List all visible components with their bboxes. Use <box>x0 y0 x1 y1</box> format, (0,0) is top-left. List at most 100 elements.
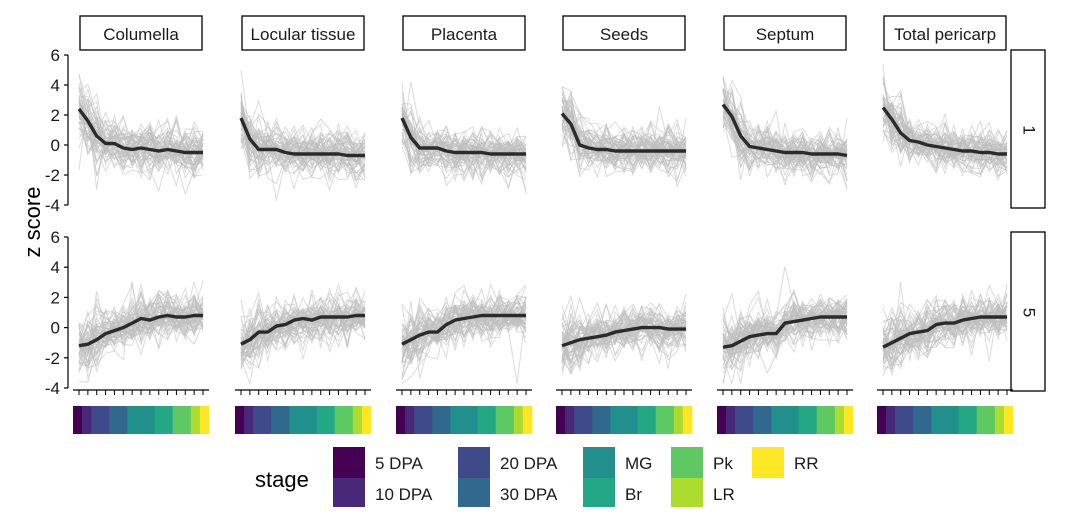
gene-trace <box>240 285 366 338</box>
facet-row-strip-1 <box>1010 49 1046 209</box>
stage-cell-4-4 <box>753 406 763 434</box>
facet-label-4: Septum <box>756 25 815 44</box>
gene-trace <box>401 121 527 173</box>
gene-trace <box>401 128 527 175</box>
panel-1-1 <box>239 69 366 201</box>
mean-line <box>401 313 526 346</box>
panel-1-3 <box>560 85 687 188</box>
stage-cell-1-11 <box>334 406 345 434</box>
stage-cell-1-1 <box>244 406 254 434</box>
gene-trace <box>240 104 366 161</box>
gene-trace <box>78 280 204 337</box>
stage-cell-4-8 <box>789 406 799 434</box>
stage-cell-1-5 <box>280 406 290 434</box>
mean-line <box>560 112 686 153</box>
panel-1-4 <box>721 75 848 190</box>
gene-trace <box>78 306 204 346</box>
gene-trace <box>240 310 366 353</box>
panel-5-1 <box>240 282 366 386</box>
gene-trace <box>722 309 848 359</box>
legend-label-3: 30 DPA <box>500 485 558 504</box>
gene-trace <box>401 294 527 346</box>
stage-cell-0-10 <box>163 406 174 434</box>
stage-cell-4-9 <box>798 406 809 434</box>
stage-cell-2-7 <box>459 406 469 434</box>
stage-cell-2-9 <box>477 406 488 434</box>
mean-line <box>400 117 526 156</box>
stage-cell-0-0 <box>73 406 83 434</box>
panel-5-3 <box>561 294 687 376</box>
panel-1-0 <box>77 74 204 196</box>
gene-trace <box>561 106 687 174</box>
gene-trace <box>401 296 527 365</box>
stage-cell-5-13 <box>994 406 1005 434</box>
facet-row-label-5: 5 <box>1020 308 1039 317</box>
panel-1-5 <box>881 63 1008 182</box>
stage-cell-0-5 <box>118 406 128 434</box>
stage-cell-0-4 <box>109 406 119 434</box>
legend-swatch-7 <box>671 478 703 509</box>
y-tick-label-row-5: 4 <box>51 258 60 277</box>
stage-cell-4-1 <box>726 406 736 434</box>
stage-cell-5-14 <box>1003 406 1014 434</box>
legend-label-1: 10 DPA <box>375 485 433 504</box>
stage-cell-0-2 <box>91 406 101 434</box>
legend-label-4: MG <box>625 454 652 473</box>
gene-trace <box>78 290 204 365</box>
gene-trace <box>722 117 848 182</box>
mean-line <box>78 313 203 348</box>
legend-swatch-5 <box>583 478 615 509</box>
y-tick-label-row-1: 6 <box>51 46 60 65</box>
stage-cell-5-1 <box>886 406 896 434</box>
gene-trace <box>882 129 1008 178</box>
stage-cell-3-6 <box>610 406 620 434</box>
panel-5-5 <box>882 282 1008 377</box>
legend-label-5: Br <box>625 485 642 504</box>
facet-label-0: Columella <box>103 25 179 44</box>
gene-trace <box>78 105 204 180</box>
stage-cell-2-4 <box>432 406 442 434</box>
gene-trace <box>561 128 687 167</box>
facet-row-label-1: 1 <box>1020 125 1039 134</box>
stage-cell-1-12 <box>343 406 354 434</box>
stage-cell-2-13 <box>513 406 524 434</box>
legend-label-0: 5 DPA <box>375 454 424 473</box>
gene-trace <box>78 119 204 171</box>
stage-cell-5-3 <box>904 406 914 434</box>
legend-swatch-8 <box>752 447 784 478</box>
gene-trace <box>882 299 1008 340</box>
legend-swatch-6 <box>671 447 703 478</box>
stage-cell-2-0 <box>396 406 406 434</box>
gene-trace <box>561 304 687 365</box>
stage-cell-1-2 <box>253 406 263 434</box>
y-tick-label-row-1: 0 <box>51 136 60 155</box>
gene-trace <box>240 291 366 349</box>
stage-cell-3-14 <box>682 406 693 434</box>
stage-cell-2-2 <box>414 406 424 434</box>
stage-cell-0-8 <box>145 406 155 434</box>
gene-trace <box>78 308 204 380</box>
stage-cell-5-6 <box>931 406 941 434</box>
legend-swatch-1 <box>333 478 365 509</box>
stage-cell-3-3 <box>583 406 593 434</box>
stage-cell-4-6 <box>771 406 781 434</box>
stage-cell-5-8 <box>949 406 959 434</box>
gene-trace <box>561 90 687 170</box>
mean-line <box>77 107 203 155</box>
stage-cell-3-7 <box>619 406 629 434</box>
stage-cell-4-5 <box>762 406 772 434</box>
stage-cell-3-2 <box>574 406 584 434</box>
gene-trace <box>401 117 527 169</box>
stage-cell-2-6 <box>450 406 460 434</box>
stage-cell-3-11 <box>655 406 666 434</box>
gene-trace <box>561 125 687 175</box>
facet-strip-2 <box>402 15 526 51</box>
stage-cell-3-4 <box>592 406 602 434</box>
y-tick-label-row-5: -2 <box>45 349 60 368</box>
gene-trace <box>401 285 527 362</box>
stage-cell-3-0 <box>556 406 566 434</box>
mean-line <box>881 106 1007 156</box>
gene-trace <box>561 318 687 346</box>
panel-5-2 <box>401 283 527 384</box>
